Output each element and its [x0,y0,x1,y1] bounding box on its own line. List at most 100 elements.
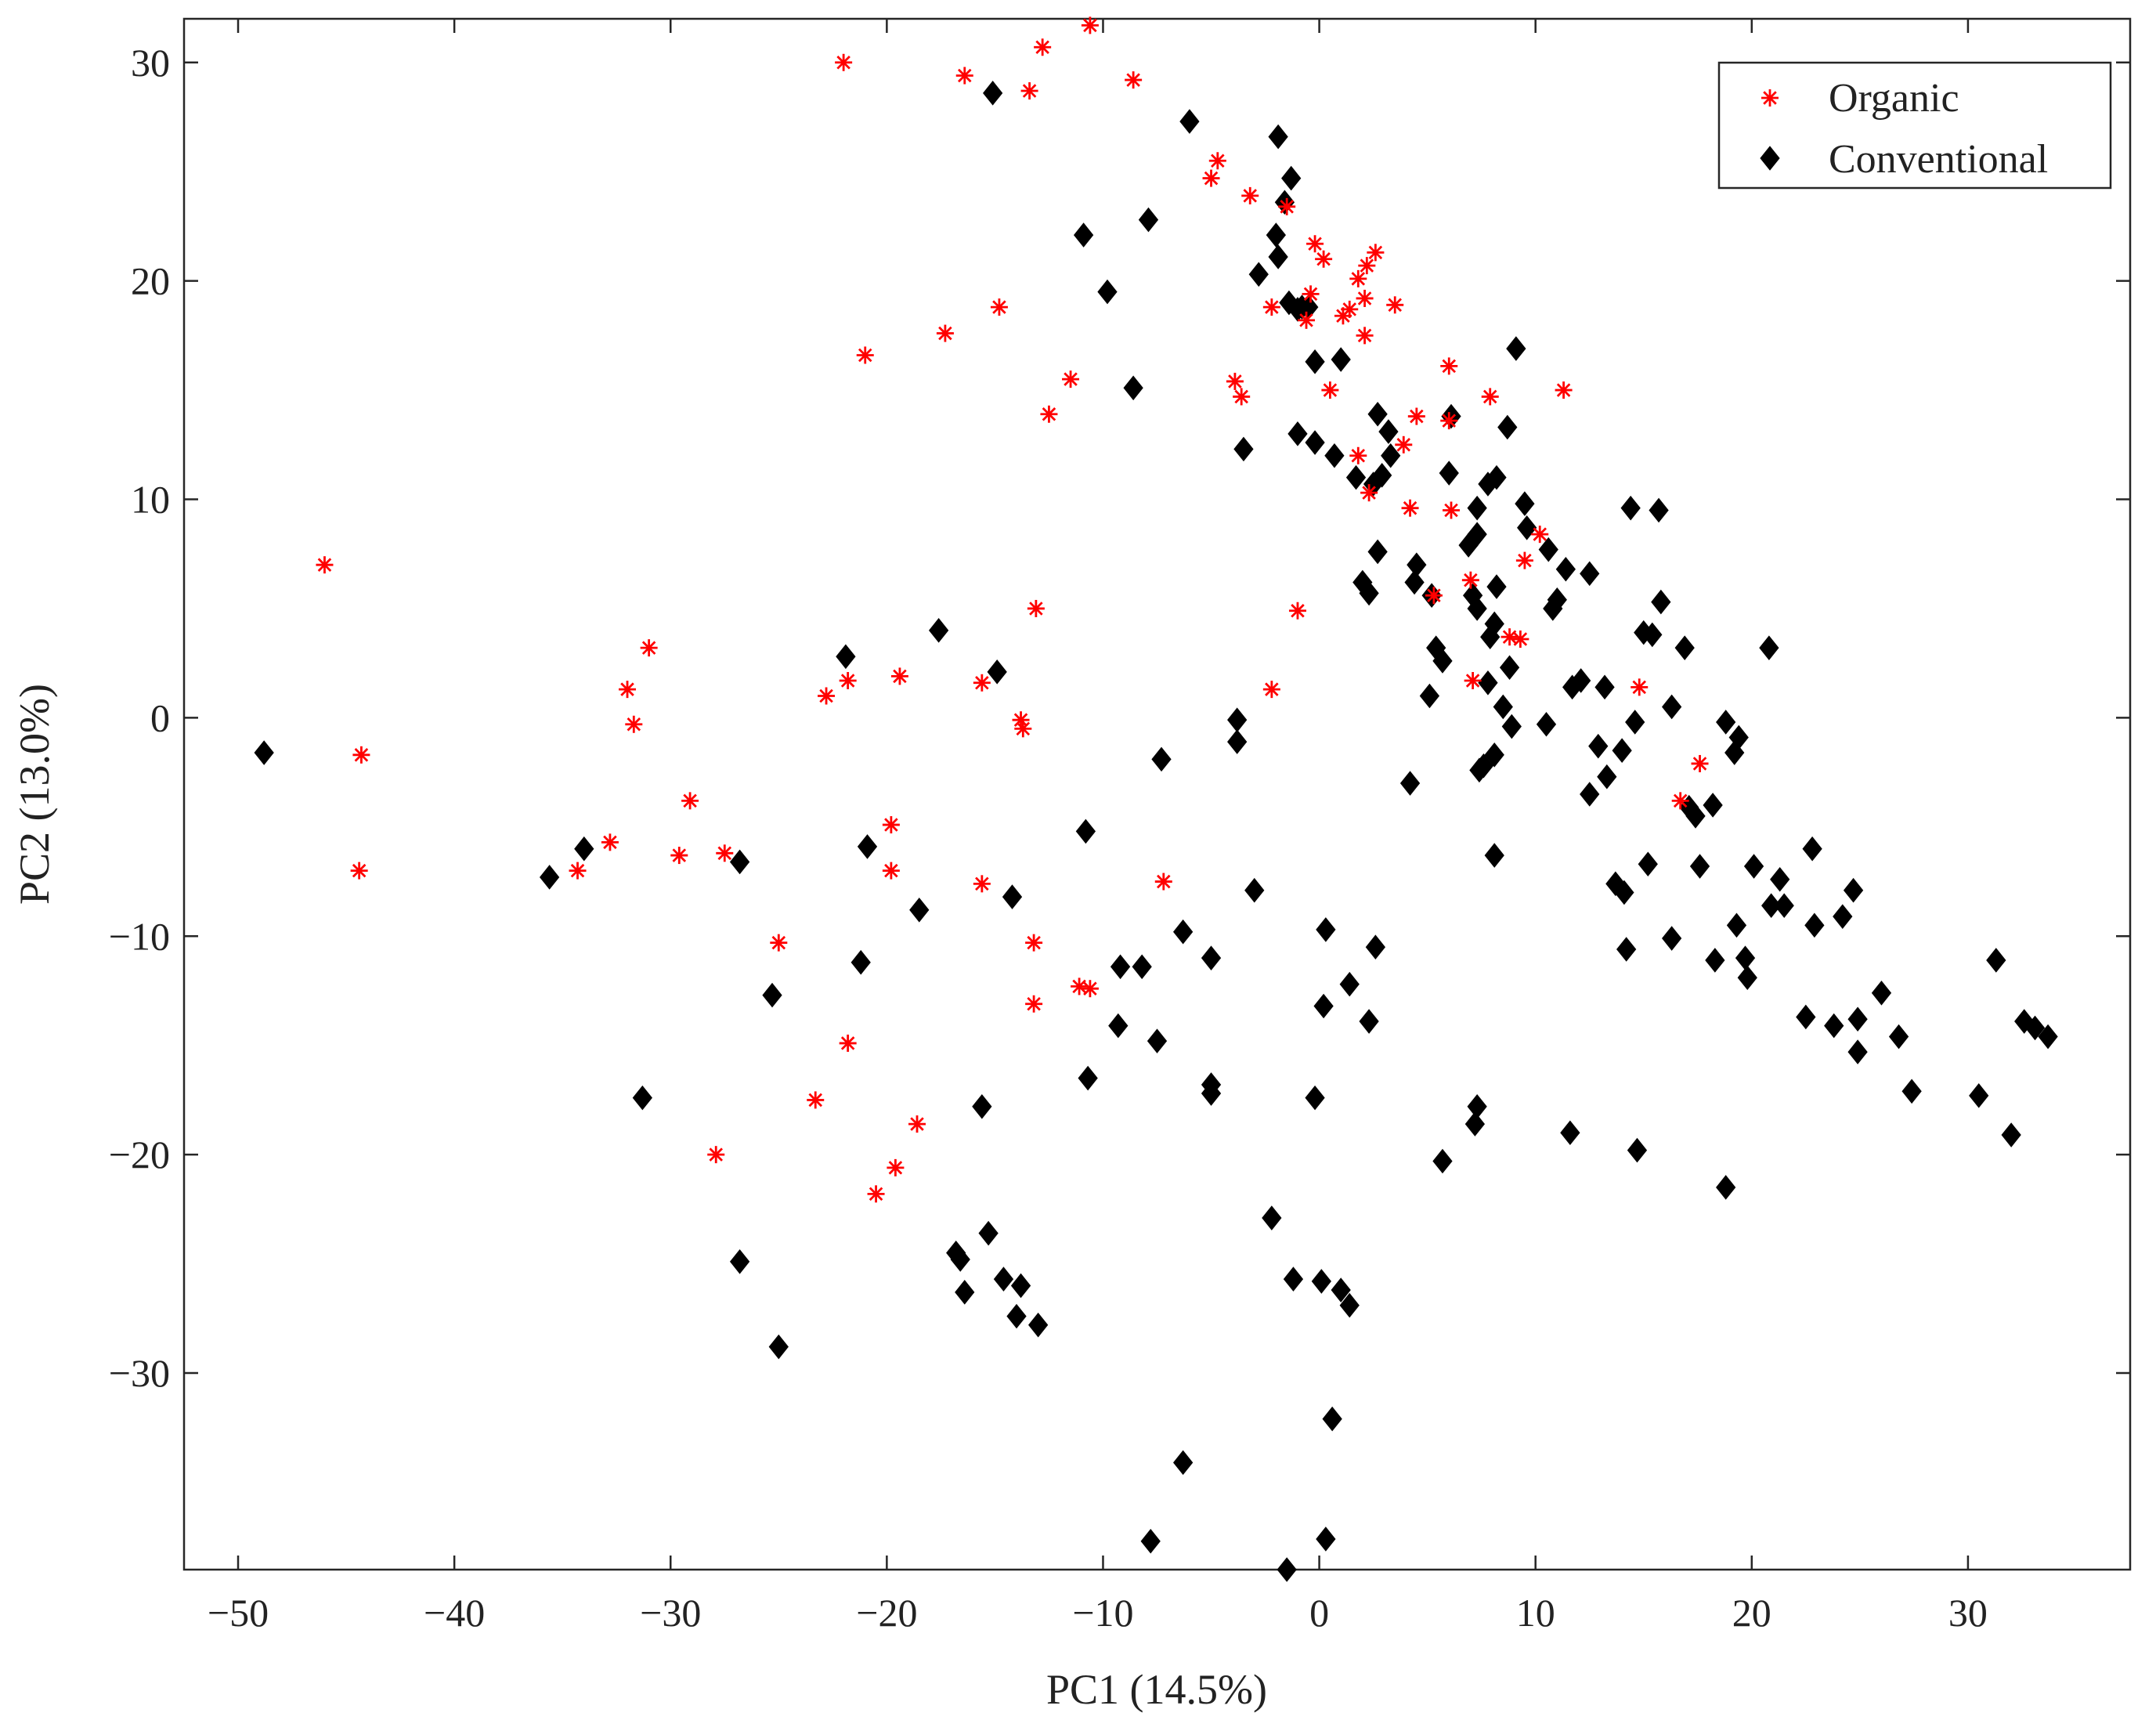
organic-point [1081,16,1099,34]
organic-point [1154,873,1172,891]
organic-point [1671,792,1689,810]
conventional-point [539,865,560,890]
conventional-point [1486,464,1507,490]
conventional-point [1108,1013,1129,1039]
conventional-point [1969,1083,1989,1108]
conventional-point [1283,1267,1304,1292]
organic-point [1125,71,1143,89]
conventional-point [1339,971,1360,997]
conventional-point [2038,1024,2058,1050]
conventional-point [1227,729,1248,754]
conventional-point [1547,587,1567,612]
organic-point [1349,446,1367,464]
x-tick-label: −40 [424,1591,485,1635]
conventional-point [1497,414,1518,440]
conventional-point [1467,495,1487,521]
organic-point [1027,599,1045,617]
organic-point [856,346,874,364]
organic-point [990,298,1008,316]
conventional-point [1774,893,1794,919]
organic-point [569,862,587,880]
organic-point [1356,327,1374,345]
conventional-point [1027,1312,1049,1338]
organic-point [681,792,699,810]
organic-point [1349,269,1367,287]
legend: Organic Conventional [1717,61,2112,190]
conventional-point [1281,165,1302,191]
organic-point [1515,551,1533,569]
organic-point [1440,357,1458,375]
conventional-point [1313,993,1334,1019]
conventional-point [1888,1024,1909,1050]
organic-point [1025,934,1043,952]
conventional-point [1467,596,1487,621]
organic-point [867,1185,885,1203]
conventional-point [1847,1006,1868,1032]
conventional-point [1560,1120,1580,1146]
conventional-point [909,898,930,923]
organic-point [1464,671,1482,689]
organic-point [882,862,900,880]
conventional-point [1075,818,1096,844]
legend-label-organic: Organic [1829,76,1959,121]
y-tick-label: 0 [150,696,170,739]
conventional-point [1536,711,1557,737]
conventional-point [1743,854,1764,879]
x-tick-label: −20 [856,1591,917,1635]
conventional-point [729,1248,750,1274]
conventional-point [1759,635,1779,660]
conventional-point [254,740,274,765]
conventional-point [1662,926,1682,951]
legend-marker-conventional [1760,146,1780,171]
conventional-point [1662,694,1682,720]
conventional-point [1538,537,1558,562]
conventional-point [1073,222,1094,248]
conventional-point [1404,569,1425,595]
data-points [254,16,2058,1582]
organic-point [973,674,991,692]
conventional-point [1432,1148,1453,1174]
organic-point [936,324,954,342]
conventional-point [1365,934,1386,960]
conventional-point [1467,522,1487,547]
organic-point [1341,300,1359,318]
conventional-point [1484,611,1504,637]
conventional-point [2024,1015,2046,1041]
conventional-point [1580,561,1600,587]
organic-point [1631,678,1649,696]
conventional-point [1627,1137,1648,1163]
conventional-point [1580,782,1600,807]
legend-box [1717,61,2112,190]
conventional-point [1268,244,1288,269]
conventional-point [836,644,856,670]
conventional-point [972,1093,992,1119]
conventional-point [1078,1065,1098,1091]
organic-point [1262,298,1280,316]
conventional-point [1201,1081,1222,1106]
conventional-point [1132,954,1152,980]
conventional-point [1651,589,1671,615]
axis-ticks [184,19,2130,1570]
organic-point [707,1146,725,1164]
y-tick-label: −30 [109,1351,170,1395]
conventional-point [1367,401,1388,427]
conventional-point [1367,539,1388,565]
organic-point [1034,38,1052,56]
legend-diamond-icon [1760,146,1780,171]
organic-point [1367,244,1385,262]
conventional-point [850,949,871,975]
organic-point [670,847,688,865]
conventional-point [1802,836,1822,862]
y-tick-labels: −30 −20 −10 0 10 20 30 [109,41,170,1395]
organic-point [1226,372,1244,390]
x-tick-label: −50 [208,1591,269,1635]
conventional-point [768,1334,789,1360]
conventional-point [983,81,1003,106]
conventional-point [1345,464,1367,490]
conventional-point [1674,635,1695,660]
conventional-point [1151,746,1172,772]
y-tick-label: −10 [109,914,170,958]
organic-point [882,816,900,834]
conventional-point [632,1085,652,1111]
